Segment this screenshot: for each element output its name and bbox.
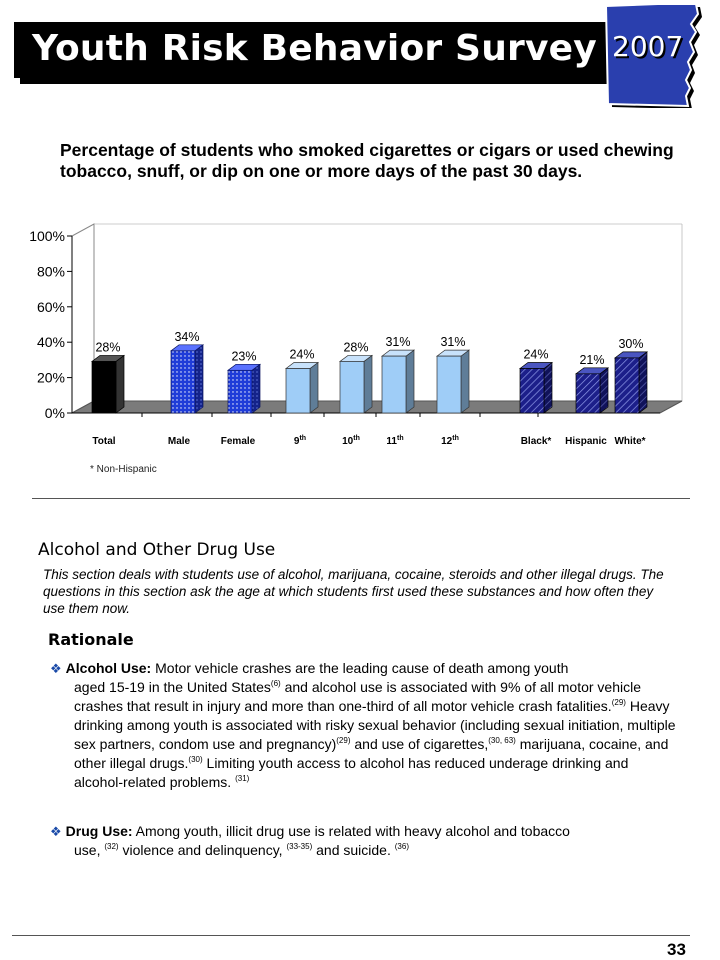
y-tick-label: 20%	[37, 370, 65, 386]
y-tick-label: 80%	[37, 263, 65, 279]
alcohol-text-4: and use of cigarettes,	[350, 736, 489, 752]
drug-text-1: use,	[74, 842, 105, 858]
bar-side	[194, 344, 204, 414]
alcohol-use-label: Alcohol Use:	[65, 660, 152, 676]
rationale-heading: Rationale	[48, 630, 134, 649]
section-intro: This section deals with students use of …	[43, 567, 664, 616]
diamond-bullet-icon: ❖	[50, 824, 62, 839]
alcohol-text-5: marijuana, cocaine, and other illegal dr…	[74, 736, 669, 771]
title-banner	[14, 22, 612, 78]
page-number: 33	[667, 940, 686, 959]
bar-value-label: 23%	[231, 349, 256, 363]
bar	[575, 373, 601, 414]
x-tick-label: 11th	[386, 435, 403, 447]
bar-value-label: 31%	[440, 335, 465, 349]
chart-left-wall	[71, 223, 95, 414]
drug-text-2: violence and delinquency,	[118, 842, 287, 858]
x-tick-label: 10th	[342, 435, 360, 447]
drug-use-label: Drug Use:	[65, 823, 133, 839]
citation: (32)	[104, 842, 119, 851]
page-title: Youth Risk Behavior Survey	[32, 28, 597, 69]
drug-first-line: Among youth, illicit drug use is related…	[132, 823, 570, 839]
bar-value-label: 34%	[174, 330, 199, 344]
chart-title: Percentage of students who smoked cigare…	[60, 140, 674, 181]
bar-side	[599, 367, 609, 414]
citation: (33-35)	[286, 842, 313, 851]
alcohol-text-6: Limiting youth access to alcohol has red…	[74, 755, 629, 790]
bar-chart: 0% 20% 40% 60% 80% 100% 28% Total 34% Male 23% Fema…	[29, 223, 683, 447]
drug-use-paragraph: ❖ Drug Use: Among youth, illicit drug use…	[50, 822, 680, 860]
section-heading: Alcohol and Other Drug Use	[38, 540, 276, 560]
alcohol-text-1: aged 15-19 in the United States	[74, 679, 271, 695]
bar	[285, 368, 311, 414]
bar-side	[543, 361, 553, 414]
footer-divider	[12, 935, 690, 936]
bar-value-label: 28%	[343, 340, 368, 354]
bar-side	[309, 361, 319, 414]
alcohol-use-paragraph: ❖ Alcohol Use: Motor vehicle crashes are …	[50, 659, 680, 792]
bar	[436, 355, 462, 414]
citation: (29)	[336, 736, 351, 745]
alcohol-text-2: and alcohol use is associated with 9% of…	[74, 679, 642, 714]
x-tick-label: Total	[92, 436, 115, 447]
x-tick-label: 12th	[441, 435, 459, 447]
bar-side	[460, 349, 470, 414]
diamond-bullet-icon: ❖	[50, 661, 62, 676]
bar	[227, 369, 253, 414]
bar	[170, 350, 196, 414]
y-tick-label: 100%	[29, 228, 65, 244]
bar-value-label: 21%	[579, 353, 604, 367]
y-tick-label: 40%	[37, 334, 65, 350]
alcohol-first-line: Motor vehicle crashes are the leading ca…	[151, 660, 569, 676]
bar-value-label: 24%	[289, 348, 314, 362]
x-tick-label: 9th	[294, 435, 306, 447]
survey-year: 2007	[612, 30, 684, 63]
bar-value-label: 30%	[618, 337, 643, 351]
alcohol-text-3: Heavy drinking among youth is associated…	[74, 698, 676, 752]
y-tick-label: 0%	[45, 405, 65, 421]
bar	[339, 361, 365, 414]
citation: (30)	[188, 755, 203, 764]
bar-value-label: 31%	[385, 335, 410, 349]
bar-value-label: 28%	[95, 340, 120, 354]
bar	[519, 368, 545, 414]
bar-value-label: 24%	[523, 348, 548, 362]
bar-side	[405, 349, 415, 414]
x-tick-label: Male	[168, 436, 191, 447]
arkansas-state-icon	[598, 0, 702, 108]
x-tick-label: White*	[614, 436, 645, 447]
citation: (6)	[270, 679, 281, 688]
citation: (29)	[611, 698, 626, 707]
bar	[614, 357, 640, 414]
divider	[32, 498, 690, 499]
drug-text-3: and suicide.	[312, 842, 395, 858]
citation: (31)	[235, 774, 250, 783]
bar	[91, 361, 117, 414]
y-tick-label: 60%	[37, 299, 65, 315]
bar-side	[251, 363, 261, 414]
citation: (30, 63)	[488, 736, 516, 745]
x-tick-label: Hispanic	[565, 436, 607, 447]
x-tick-label: Black*	[521, 436, 552, 447]
bar-side	[363, 354, 373, 414]
x-tick-label: Female	[221, 436, 256, 447]
bar-side	[115, 354, 125, 414]
bar-side	[638, 351, 648, 414]
chart-footnote: * Non-Hispanic	[90, 464, 157, 475]
bar	[381, 355, 407, 414]
citation: (36)	[394, 842, 409, 851]
